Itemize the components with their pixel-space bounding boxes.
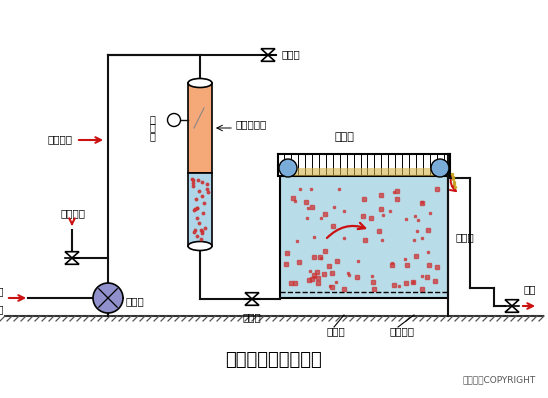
Text: 压: 压 [149, 114, 155, 124]
Ellipse shape [188, 242, 212, 250]
Circle shape [93, 283, 123, 313]
Text: 出水: 出水 [524, 284, 536, 294]
Text: 东方仿真COPYRIGHT: 东方仿真COPYRIGHT [463, 375, 536, 384]
Text: 表: 表 [149, 131, 155, 141]
Text: 加压泵: 加压泵 [125, 296, 144, 306]
Ellipse shape [188, 78, 212, 88]
Text: 集水系统: 集水系统 [390, 326, 414, 336]
Ellipse shape [279, 159, 297, 177]
Text: 力: 力 [149, 123, 155, 133]
Bar [288, 168, 440, 176]
Text: 空气进入: 空气进入 [47, 134, 72, 144]
Text: 减压阀: 减压阀 [243, 312, 261, 322]
Text: 气浮池: 气浮池 [327, 326, 345, 336]
Text: 放气阀: 放气阀 [282, 49, 301, 59]
Text: 全溶气气浮工艺流程: 全溶气气浮工艺流程 [226, 351, 322, 369]
Text: 化学药剂: 化学药剂 [60, 208, 85, 218]
Text: 气浮池: 气浮池 [456, 232, 475, 242]
Circle shape [168, 113, 180, 127]
Bar [188, 83, 212, 173]
Ellipse shape [431, 159, 449, 177]
Text: 进入: 进入 [0, 304, 4, 314]
Text: 压力溶气罐: 压力溶气罐 [236, 119, 267, 129]
Text: 刮渣机: 刮渣机 [334, 132, 354, 142]
Bar [188, 173, 212, 246]
Text: 原水: 原水 [0, 286, 4, 296]
Bar [280, 176, 448, 298]
